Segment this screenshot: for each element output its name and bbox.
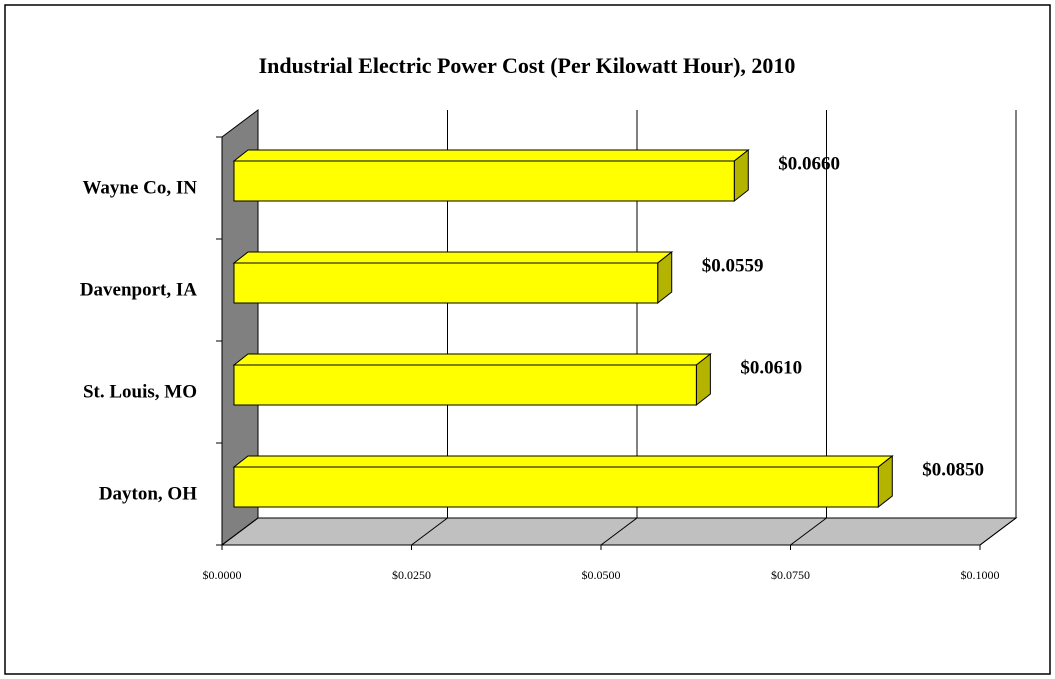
floor-grid-line [221,517,259,546]
x-tick-label: $0.0250 [392,568,431,582]
value-label: $0.0610 [740,357,802,378]
chart-border [4,4,1051,675]
bar [233,466,879,508]
floor-grid-line [979,517,1017,546]
x-tick-label: $0.0500 [582,568,621,582]
bar [233,364,697,406]
y-tick-label: Davenport, IA [80,279,197,300]
bar-top [232,251,674,264]
chart-title: Industrial Electric Power Cost (Per Kilo… [259,53,796,78]
bar-top [232,455,894,468]
x-tick-label: $0.0750 [771,568,810,582]
floor-grid-line [411,517,448,546]
x-tick-label: $0.0000 [203,568,242,582]
floor-grid-line [790,517,827,546]
y-tick-label: St. Louis, MO [83,381,197,402]
bars [232,148,894,509]
bar-top [232,353,712,366]
y-tick-label: Wayne Co, IN [82,177,197,198]
bar [233,262,659,304]
bar [233,160,735,202]
floor-grid-line [600,517,638,546]
value-label: $0.0660 [778,153,840,174]
y-tick-label: Dayton, OH [99,483,197,504]
value-label: $0.0559 [702,255,764,276]
x-tick-label: $0.1000 [961,568,1000,582]
bar-top [232,149,750,162]
value-label: $0.0850 [922,459,984,480]
